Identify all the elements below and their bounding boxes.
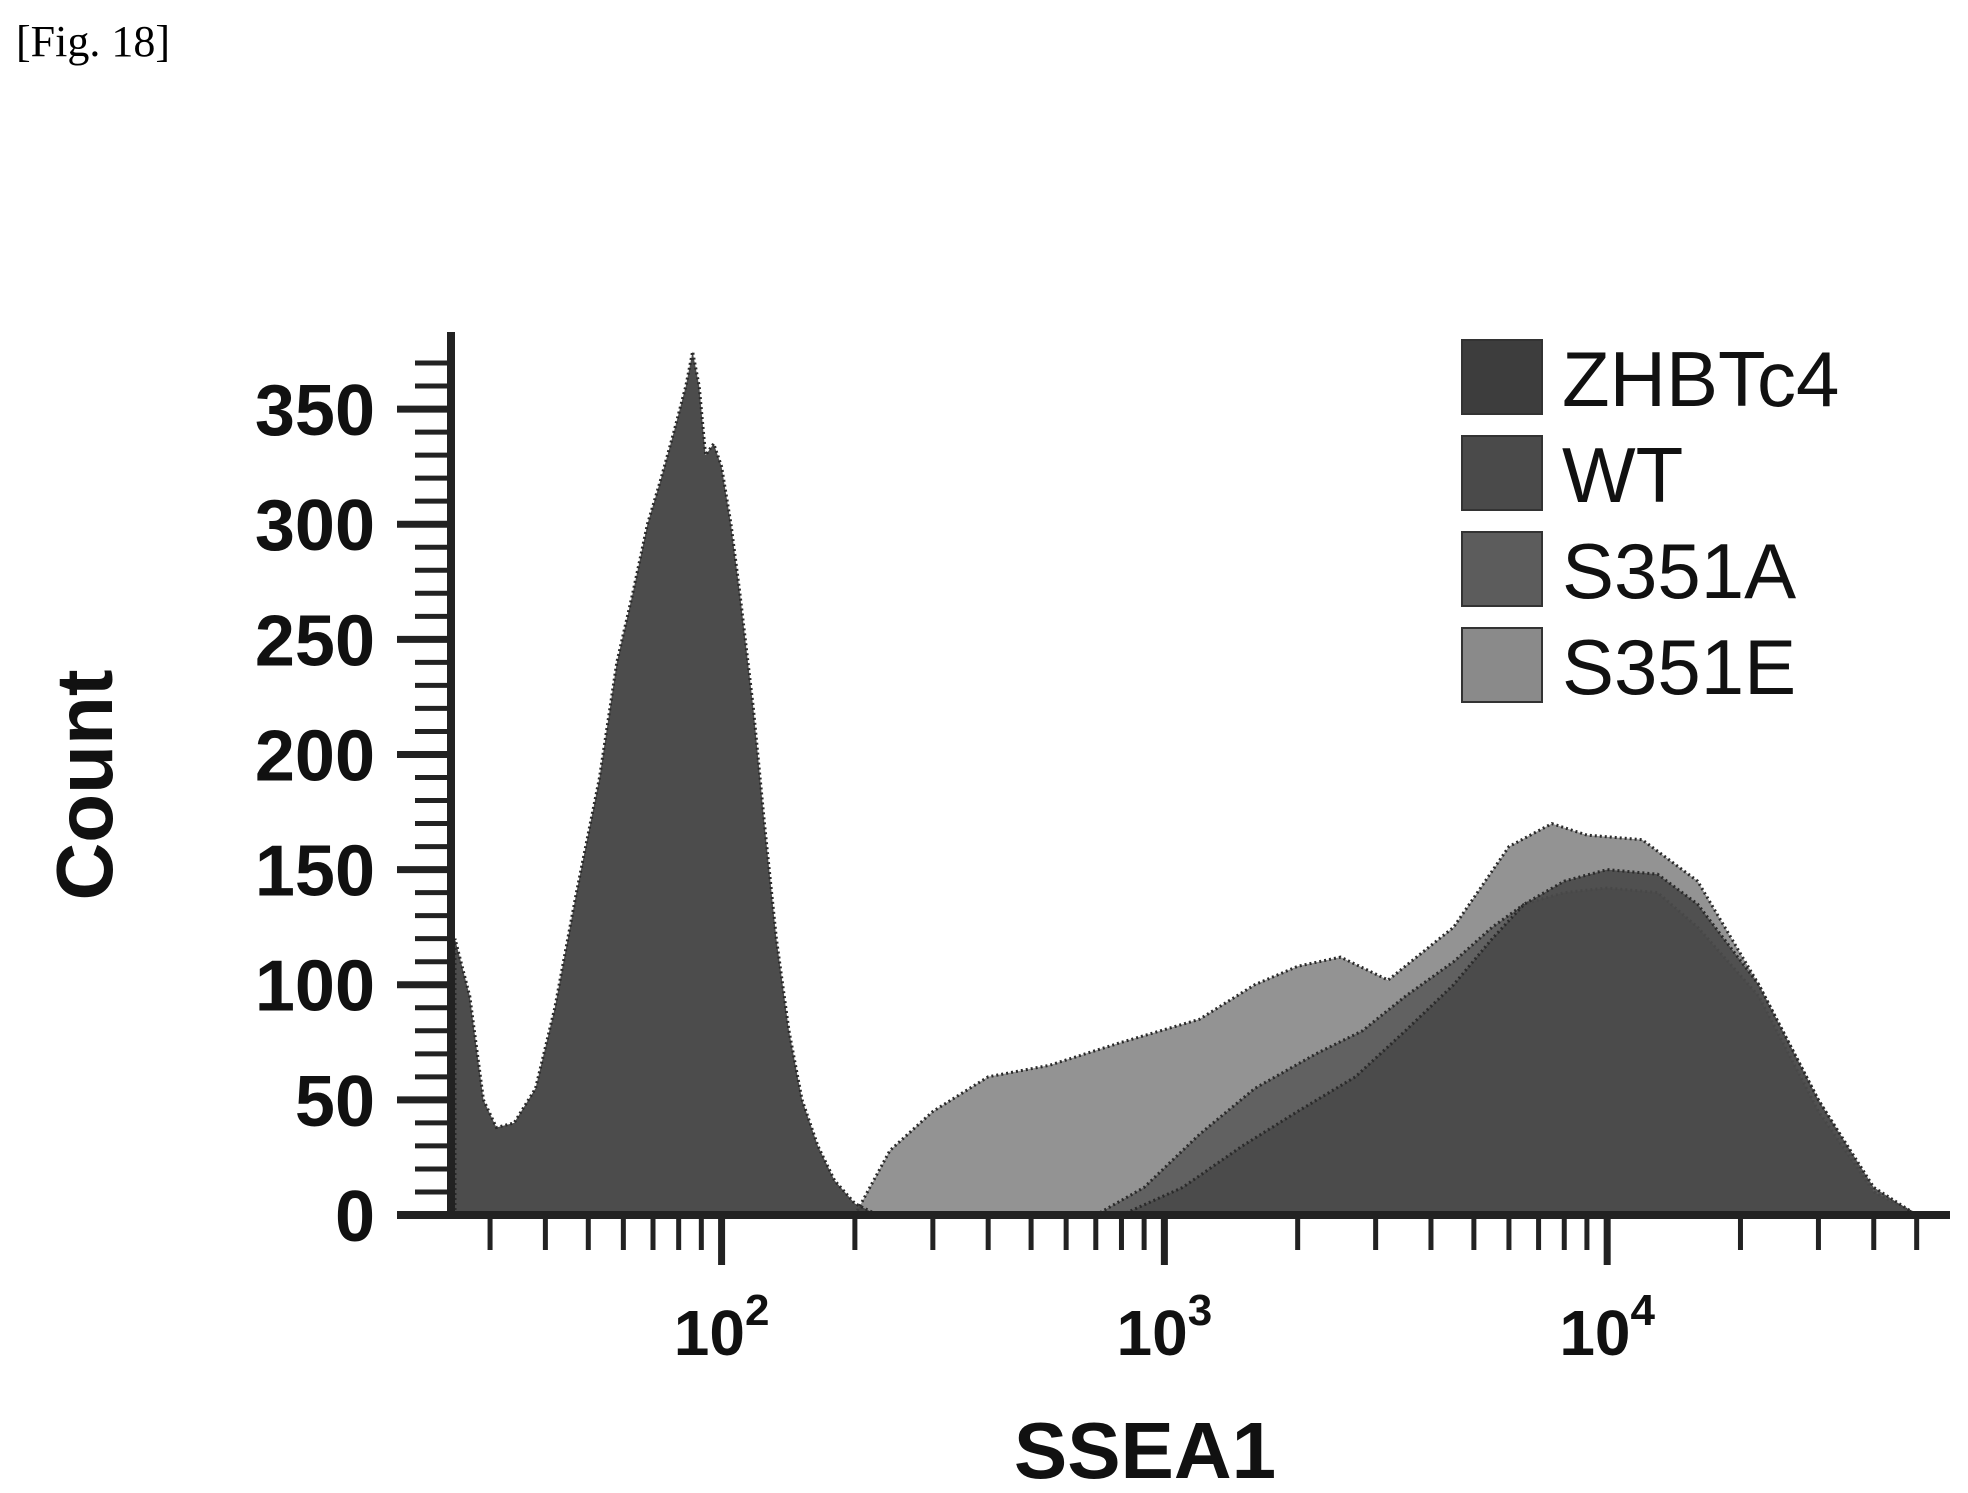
legend-label-s351e: S351E [1562, 623, 1796, 711]
y-tick-label: 50 [295, 1062, 375, 1142]
legend-swatch-s351e [1461, 627, 1543, 703]
x-axis-title: SSEA1 [1014, 1406, 1276, 1493]
y-tick-label: 350 [255, 371, 375, 451]
x-tick-label: 103 [1117, 1286, 1213, 1369]
legend-swatch-zhbtc4 [1461, 339, 1543, 415]
figure-label: [Fig. 18] [16, 17, 170, 66]
y-tick-label: 150 [255, 832, 375, 912]
y-tick-label: 0 [335, 1177, 375, 1257]
y-tick-label: 300 [255, 486, 375, 566]
x-tick-label: 104 [1559, 1286, 1655, 1369]
series-area-zhbtc4 [453, 351, 891, 1217]
y-tick-label: 200 [255, 716, 375, 796]
legend-label-s351a: S351A [1562, 527, 1796, 615]
legend-swatch-wt [1461, 435, 1543, 511]
y-tick-label: 250 [255, 601, 375, 681]
histogram-areas [453, 351, 1922, 1217]
y-axis-title: Count [40, 669, 129, 900]
series-area-wt [1120, 868, 1922, 1217]
x-tick-label: 102 [674, 1286, 770, 1369]
legend-label-wt: WT [1562, 431, 1683, 519]
y-tick-label: 100 [255, 947, 375, 1027]
legend-label-zhbtc4: ZHBTc4 [1562, 335, 1839, 423]
legend-swatch-s351a [1461, 531, 1543, 607]
chart-ticks: 0 50 100 150 200 250 300 350 102 103 104 [255, 360, 1920, 1369]
